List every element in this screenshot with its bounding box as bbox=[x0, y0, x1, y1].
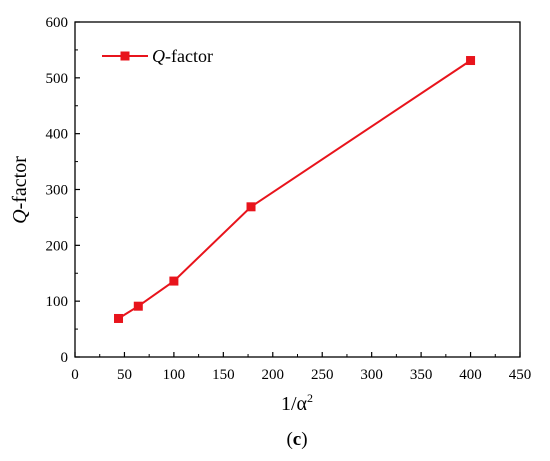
x-tick-label: 150 bbox=[212, 367, 235, 383]
y-tick-label: 300 bbox=[46, 183, 69, 199]
panel-label: (c) bbox=[286, 429, 307, 450]
series-q-factor bbox=[114, 56, 476, 323]
y-tick-label: 200 bbox=[46, 238, 69, 254]
x-tick-label: 200 bbox=[262, 367, 285, 383]
legend: Q-factor bbox=[102, 46, 213, 66]
data-point-marker bbox=[169, 276, 179, 286]
y-tick-label: 600 bbox=[46, 15, 69, 31]
data-point-marker bbox=[246, 202, 256, 212]
x-tick-label: 400 bbox=[459, 367, 482, 383]
legend-label: Q-factor bbox=[152, 46, 213, 66]
y-tick-label: 100 bbox=[46, 294, 69, 310]
x-tick-label: 50 bbox=[117, 367, 132, 383]
x-tick-label: 100 bbox=[163, 367, 186, 383]
x-tick-label: 0 bbox=[71, 367, 79, 383]
y-axis-ticks: 0 100 200 300 400 500 600 bbox=[46, 15, 80, 366]
x-axis-ticks: 0 50 100 150 200 250 300 350 400 450 bbox=[71, 352, 531, 383]
y-axis-title: Q-factor bbox=[9, 156, 31, 224]
x-axis-title: 1/α2 bbox=[281, 391, 313, 415]
data-point-marker bbox=[466, 56, 476, 66]
y-tick-label: 400 bbox=[46, 127, 69, 143]
x-tick-label: 300 bbox=[360, 367, 383, 383]
x-tick-label: 450 bbox=[509, 367, 532, 383]
data-point-marker bbox=[133, 301, 143, 311]
x-tick-label: 350 bbox=[410, 367, 433, 383]
legend-marker bbox=[120, 51, 130, 61]
y-tick-label: 500 bbox=[46, 71, 69, 87]
y-tick-label: 0 bbox=[61, 350, 69, 366]
x-tick-label: 250 bbox=[311, 367, 334, 383]
data-point-marker bbox=[114, 313, 124, 323]
